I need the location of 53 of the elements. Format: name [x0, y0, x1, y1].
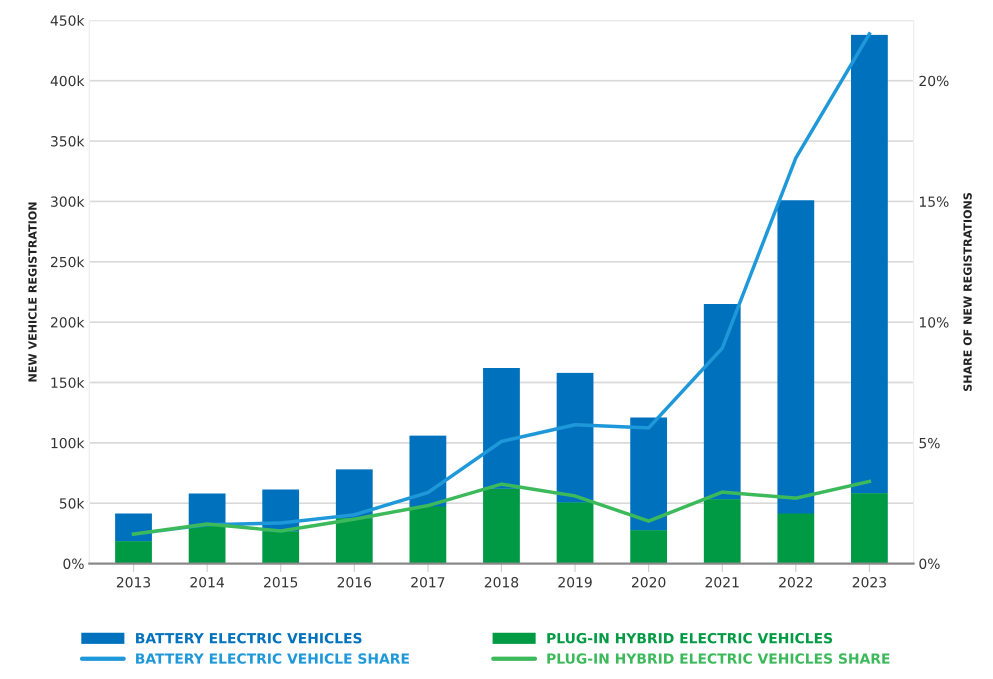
x-tick-label: 2020 — [632, 577, 666, 588]
x-tick-label: 2013 — [116, 577, 150, 588]
x-tick-label: 2022 — [779, 577, 812, 588]
bar — [483, 368, 520, 489]
bar — [777, 200, 814, 514]
y-tick-label: 300k — [51, 196, 84, 207]
y2-tick-label: 10% — [920, 317, 949, 328]
y-tick-label: 0% — [63, 558, 84, 570]
y-axis-title: NEW VEHICLE REGISTRATION — [28, 202, 37, 382]
bar — [188, 526, 226, 564]
bar — [630, 418, 668, 530]
legend-label: BATTERY ELECTRIC VEHICLES — [136, 632, 362, 644]
y-tick-label: 100k — [51, 438, 84, 448]
y-tick-label: 350k — [51, 136, 84, 147]
bar — [115, 541, 152, 564]
y-tick-label: 450k — [50, 15, 84, 26]
y2-tick-label: 15% — [920, 196, 949, 207]
x-tick-label: 2017 — [411, 577, 444, 588]
legend-label: PLUG-IN HYBRID ELECTRIC VEHICLES — [547, 632, 832, 644]
x-tick-label: 2015 — [264, 577, 298, 588]
y-tick-label: 250k — [50, 256, 84, 268]
x-tick-label: 2019 — [558, 577, 592, 588]
bar — [483, 488, 520, 564]
legend-label: PLUG-IN HYBRID ELECTRIC VEHICLES SHARE — [547, 653, 890, 664]
bar — [704, 499, 741, 564]
x-tick-label: 2016 — [338, 577, 372, 588]
bar — [704, 304, 741, 500]
x-tick-label: 2021 — [706, 577, 739, 588]
y-tick-label: 150k — [51, 377, 84, 388]
bar — [851, 34, 888, 494]
y2-tick-label: 5% — [919, 438, 940, 448]
x-tick-label: 2018 — [484, 577, 518, 588]
legend-label: BATTERY ELECTRIC VEHICLE SHARE — [136, 653, 409, 664]
line-series — [132, 480, 872, 536]
x-tick-label: 2014 — [190, 577, 224, 588]
bar — [630, 530, 668, 564]
bar — [409, 436, 446, 506]
bar — [777, 513, 814, 564]
bar — [556, 372, 594, 502]
y-tick-label: 50k — [60, 498, 84, 509]
bar — [556, 502, 594, 564]
y-tick-label: 200k — [50, 316, 84, 328]
y-tick-label: 400k — [50, 75, 84, 86]
bar — [115, 513, 152, 542]
bar — [188, 494, 226, 526]
y2-tick-label: 20% — [919, 76, 949, 86]
y2-axis-title: SHARE OF NEW REGISTRATIONS — [963, 193, 972, 391]
bar — [851, 493, 888, 564]
bar — [262, 531, 300, 564]
bar — [409, 506, 446, 564]
y2-tick-label: 0% — [919, 558, 940, 570]
x-tick-label: 2023 — [852, 577, 886, 588]
bar — [336, 518, 373, 564]
